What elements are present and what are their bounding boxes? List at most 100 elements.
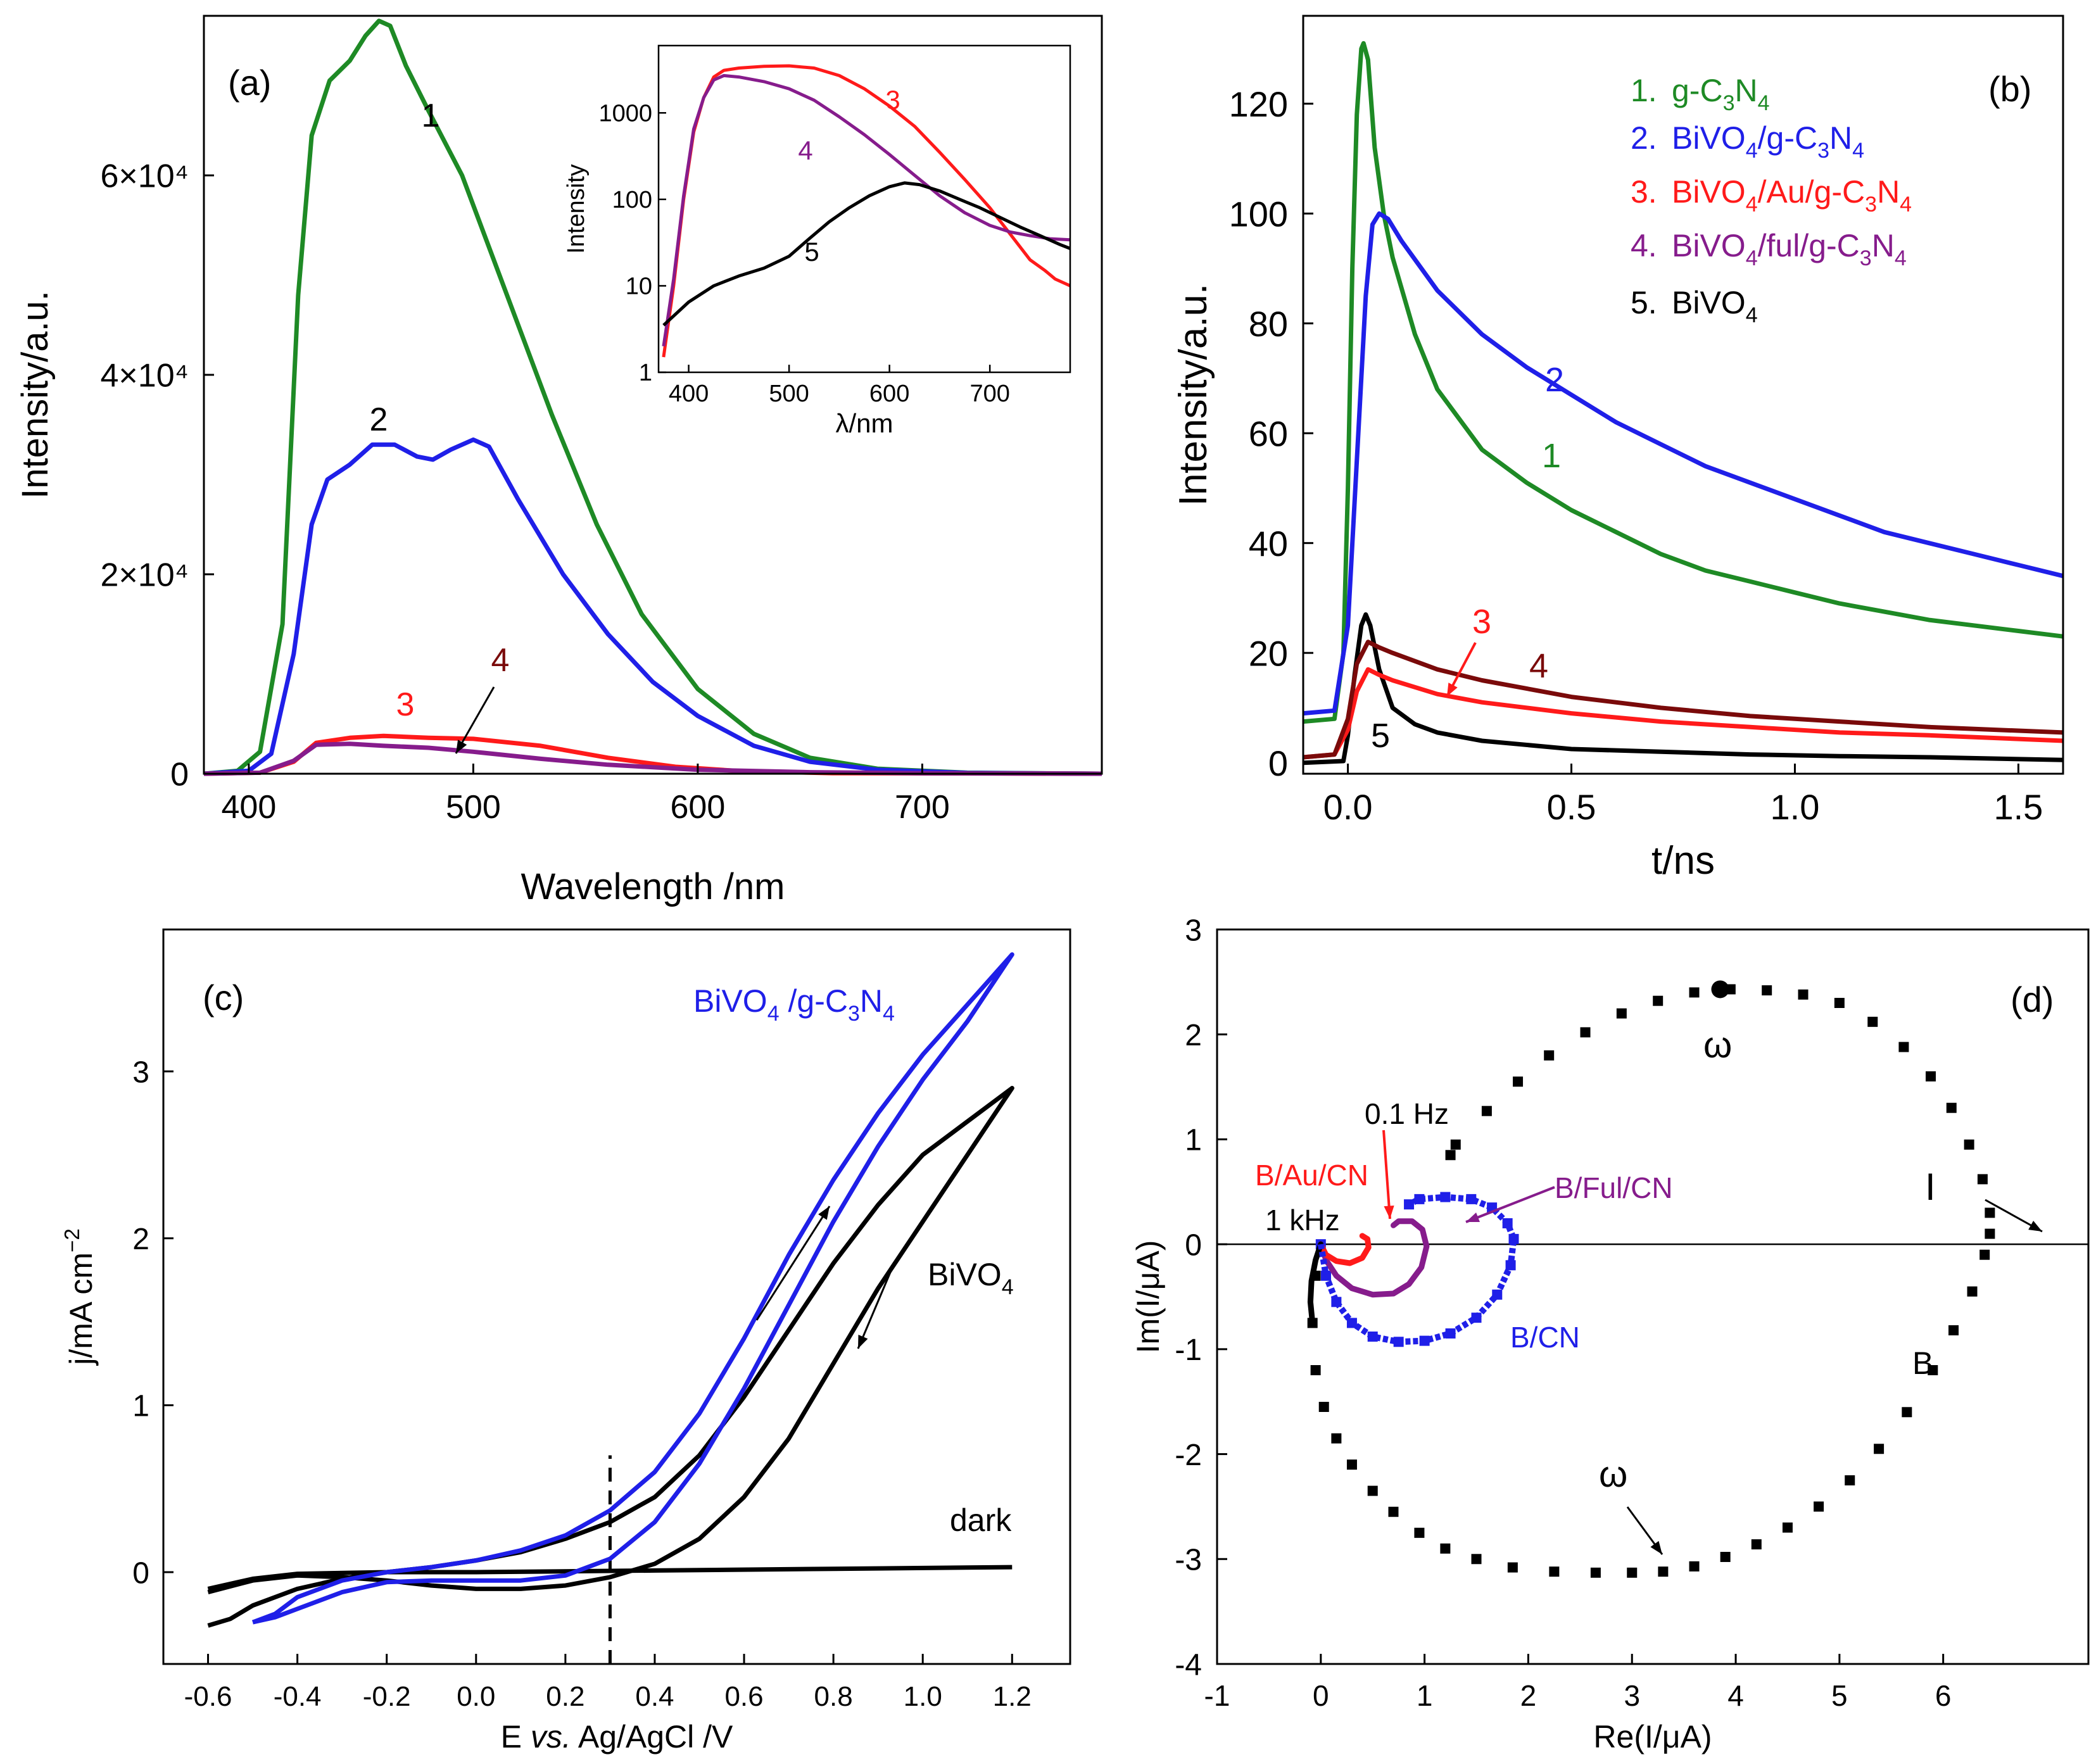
- plot-frame: [1216, 928, 2090, 1665]
- text-part: N: [1872, 228, 1895, 263]
- annotation-8: ω: [1599, 1454, 1627, 1495]
- x-axis-label: t/ns: [1651, 839, 1715, 883]
- panel-label: (b): [1988, 69, 2031, 109]
- data-point-B: [1450, 1139, 1461, 1150]
- x-axis-label: E vs. Ag/AgCl /V: [501, 1719, 733, 1755]
- text-part: E: [501, 1719, 531, 1755]
- data-point-B: [1481, 1106, 1492, 1116]
- data-point-B: [1318, 1402, 1329, 1412]
- b-ful-cn-arrow: [1465, 1186, 1555, 1223]
- text-part: 4: [1002, 1275, 1014, 1299]
- inset-frame: [657, 44, 1071, 374]
- y-tick-label: -1: [1175, 1333, 1202, 1367]
- text-part: j/mA cm: [63, 1252, 99, 1366]
- b-au-cn-arrow-head: [1384, 1206, 1394, 1219]
- legend-entry-4: BiVO4​/ful/g-C3​N4​: [1672, 228, 1907, 270]
- text-part: /Au/g-C: [1758, 174, 1866, 210]
- inset-series-line-5: [662, 181, 1071, 327]
- y-tick-label: 2×10⁴: [101, 557, 189, 594]
- forward-sweep-arrow-head: [818, 1206, 830, 1220]
- data-point-B: [1902, 1407, 1912, 1418]
- inset-y-tick-label: 10: [626, 273, 652, 299]
- x-tick-label: 0.5: [1547, 787, 1596, 827]
- text-part: /ful/g-C: [1758, 228, 1860, 263]
- x-tick-label: 0: [1313, 1679, 1329, 1712]
- x-axis-label: Re(I/μA): [1593, 1719, 1712, 1755]
- data-point-B: [1689, 1561, 1700, 1572]
- data-point-B: [1658, 1566, 1669, 1577]
- data-point-B: [1898, 1042, 1909, 1052]
- y-tick-label: 0: [132, 1556, 149, 1590]
- inset-curve-label-5: 5: [804, 237, 819, 267]
- y-tick-label: 3: [1185, 914, 1202, 947]
- data-point-B: [1762, 985, 1772, 996]
- data-point-B: [1964, 1139, 1974, 1150]
- data-point-B: [1948, 1325, 1959, 1336]
- annotation-1: 0.1 Hz: [1365, 1097, 1449, 1130]
- text-part: g-C: [1672, 73, 1723, 108]
- data-point-B: [1720, 1551, 1731, 1562]
- text-part: 3: [848, 1002, 860, 1026]
- data-point-B: [1367, 1485, 1378, 1496]
- y-axis-label: Intensity/a.u.: [15, 291, 56, 499]
- x-tick-label: 1.5: [1993, 787, 2043, 827]
- i-high-arrow-head: [2028, 1220, 2042, 1232]
- y-tick-label: 20: [1249, 633, 1288, 673]
- legend-entry-1: g-C3​N4​: [1672, 73, 1770, 115]
- y-tick-label: 3: [132, 1055, 149, 1089]
- x-axis-label: Wavelength /nm: [521, 866, 785, 907]
- data-point-B: [1985, 1228, 1995, 1239]
- data-point-B: [1590, 1567, 1601, 1578]
- data-point-B: [1346, 1459, 1357, 1470]
- data-point-B: [1689, 987, 1700, 998]
- x-tick-label: 0.6: [724, 1681, 763, 1712]
- y-tick-label: 40: [1249, 524, 1288, 564]
- series-line-B/Au/CN: [1318, 1233, 1372, 1266]
- y-tick-label: 1: [1185, 1124, 1202, 1157]
- annotation-3: B/Ful/CN: [1555, 1171, 1673, 1204]
- text-part: BiVO: [1672, 285, 1746, 320]
- x-tick-label: 3: [1624, 1679, 1640, 1712]
- text-part: N: [1877, 174, 1900, 210]
- inset-x-axis-label: λ/nm: [835, 408, 893, 438]
- data-point-B: [1985, 1207, 1995, 1218]
- curve-label-2: 2: [370, 401, 388, 438]
- plot-frame: [162, 928, 1071, 1665]
- data-point-B: [1653, 995, 1664, 1006]
- y-tick-label: 2: [132, 1223, 149, 1256]
- inset-x-tick-label: 500: [769, 381, 809, 407]
- legend-entry-3: BiVO4​/Au/g-C3​N4​: [1672, 174, 1912, 217]
- y-tick-label: -3: [1175, 1544, 1202, 1577]
- legend-entry-2: BiVO4​/g-C3​N4​: [1672, 120, 1864, 163]
- y-tick-label: 120: [1229, 84, 1288, 124]
- text-part: N: [1829, 120, 1852, 156]
- data-point-B: [1331, 1433, 1342, 1444]
- legend-entry-5: BiVO4​: [1672, 285, 1758, 327]
- x-tick-label: 600: [671, 789, 726, 826]
- text-part: 4: [1852, 139, 1864, 163]
- text-part: BiVO: [928, 1257, 1002, 1292]
- data-point-B: [1414, 1527, 1425, 1538]
- x-tick-label: 400: [222, 789, 277, 826]
- x-tick-label: 4: [1727, 1679, 1744, 1712]
- x-tick-label: -0.2: [363, 1681, 411, 1712]
- text-part: BiVO: [1672, 228, 1746, 263]
- annotation-6: B/CN: [1510, 1321, 1580, 1354]
- panel-b-decay-chart: 0.0 0.5 1.0 1.5020406080100120t/nsIntensity…: [1171, 15, 2064, 883]
- inset-y-tick-label: 1000: [598, 100, 652, 127]
- data-point-B: [1834, 998, 1845, 1008]
- y-axis-label: j/mA cm−2​: [60, 1228, 99, 1366]
- y-tick-label: 100: [1229, 194, 1288, 234]
- series-line-4: [1303, 639, 2064, 760]
- reverse-sweep-arrow-head: [858, 1335, 868, 1349]
- y-tick-label: -4: [1175, 1648, 1202, 1682]
- text-part: 3: [1723, 91, 1735, 115]
- data-point-B: [1928, 1365, 1938, 1375]
- data-point-B: [1445, 1150, 1456, 1161]
- annotation-4: I: [1925, 1166, 1936, 1208]
- series-line-4: [203, 741, 1102, 776]
- data-point-B: [1751, 1539, 1762, 1550]
- data-point-B: [1549, 1566, 1560, 1577]
- data-point-B: [1867, 1016, 1878, 1027]
